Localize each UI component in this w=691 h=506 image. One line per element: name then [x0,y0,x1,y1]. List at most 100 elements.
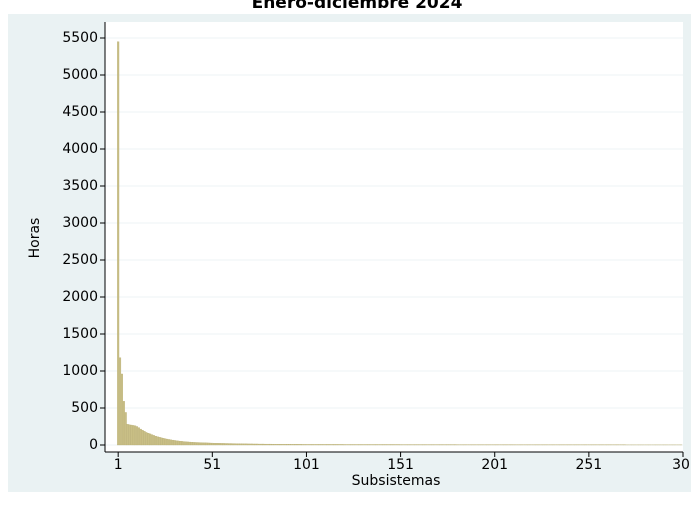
bar [254,443,257,446]
bar [397,444,400,446]
y-tick-label: 4000 [62,141,98,157]
bar [271,444,274,446]
y-tick-label: 1500 [62,326,98,342]
bar [316,444,319,446]
bar [143,431,146,446]
bar [275,444,278,446]
bar [328,444,331,446]
bar [358,444,361,446]
bar [203,442,206,446]
bar [311,444,314,446]
bar [235,443,238,446]
bar [188,441,191,446]
bar [290,444,293,446]
bar [201,442,204,446]
bar [279,444,282,446]
bar [305,444,308,446]
bar [192,442,195,446]
bar [237,443,240,446]
bar [222,443,225,446]
bar [198,442,201,446]
bar [369,444,372,446]
bar [262,443,265,446]
bar [371,444,374,446]
bar [367,444,370,446]
y-axis-label: Horas [27,218,43,259]
bar [395,444,398,446]
bar [260,443,263,446]
bar [365,444,368,446]
bar [288,444,291,446]
bar [356,444,359,446]
y-tick-label: 3500 [62,178,98,194]
bar [213,442,216,446]
bar [224,443,227,446]
y-tick-label: 5500 [62,30,98,46]
bar [216,443,219,446]
bar [282,444,285,446]
bar [264,443,267,446]
bar [373,444,376,446]
bar [149,433,152,446]
bar [147,433,150,446]
x-tick-label: 51 [203,457,221,473]
x-axis-label: Subsistemas [352,473,441,489]
y-tick-label: 1000 [62,363,98,379]
y-tick-label: 3000 [62,215,98,231]
bar [247,443,250,446]
bar [211,442,214,446]
bar [286,444,289,446]
bar [388,444,391,446]
bar [318,444,321,446]
bar [378,444,381,446]
bar [265,443,268,446]
bar [280,444,283,446]
bar [363,444,366,446]
bar [230,443,233,446]
bar [341,444,344,446]
bar [384,444,387,446]
bar [164,438,167,446]
bar [248,443,251,446]
bar [168,439,171,446]
y-tick-label: 4500 [62,104,98,120]
bar [141,430,144,446]
bar [360,444,363,446]
bar [124,412,127,446]
bar [354,444,357,446]
bar [380,444,383,446]
bar [326,444,329,446]
bar [205,442,208,446]
x-tick-label: 30 [672,457,690,473]
y-tick-label: 5000 [62,67,98,83]
bar [130,424,133,446]
x-tick-label: 201 [481,457,508,473]
bar [194,442,197,446]
bar [136,426,139,446]
bar [273,444,276,446]
bar [122,401,125,446]
plot-area [105,22,683,452]
x-tick-label: 1 [114,457,123,473]
y-tick-label: 2500 [62,252,98,268]
bar [152,435,155,446]
bar [117,41,120,446]
bar [361,444,364,446]
bar [376,444,379,446]
bar [320,444,323,446]
bar [218,443,221,446]
bar [256,443,259,446]
bar [269,443,272,446]
bar [177,440,180,446]
bar [119,357,122,446]
bar [267,443,270,446]
bar [179,441,182,446]
bar [169,439,172,446]
bar [173,440,176,446]
bar [137,427,140,446]
bar [120,373,123,446]
bar [337,444,340,446]
bar [339,444,342,446]
bar [284,444,287,446]
